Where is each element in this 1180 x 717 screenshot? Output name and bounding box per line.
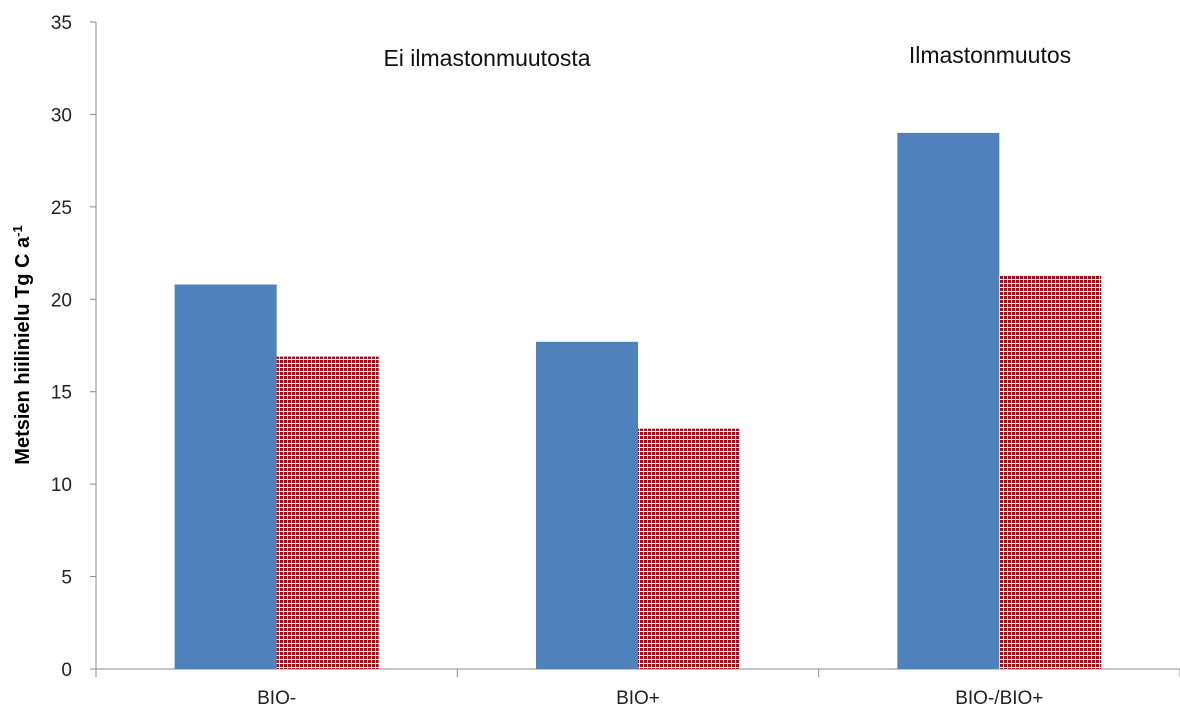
y-axis-label: Metsien hiilinielu Tg C a-1 [10, 225, 34, 464]
y-tick-label: 30 [51, 105, 72, 126]
bar [638, 428, 740, 669]
bars [174, 132, 1102, 669]
bar [174, 284, 277, 669]
y-tick-labels: 0 5 10 15 20 25 30 35 [51, 13, 72, 681]
annotations: Ei ilmastonmuutosta Ilmastonmuutos [383, 42, 1071, 71]
y-axis-label-superscript: -1 [10, 225, 25, 237]
y-tick-label: 25 [51, 198, 72, 219]
x-category-labels: BIO- BIO+ BIO-/BIO+ [257, 688, 1043, 709]
y-tick-label: 15 [51, 383, 72, 404]
bar [536, 341, 638, 669]
x-category-label: BIO-/BIO+ [955, 688, 1043, 709]
y-tick-label: 10 [51, 475, 72, 496]
y-tick-label: 0 [61, 660, 72, 681]
bar [897, 132, 1000, 669]
bar [276, 356, 379, 669]
y-axis-label-main: Metsien hiilinielu Tg C a [12, 236, 34, 465]
bar [999, 275, 1102, 669]
annotation-label: Ilmastonmuutos [909, 42, 1071, 68]
y-tick-label: 5 [61, 568, 72, 589]
x-category-label: BIO+ [616, 688, 660, 709]
y-tick-label: 35 [51, 13, 72, 34]
annotation-label: Ei ilmastonmuutosta [383, 45, 590, 71]
x-category-label: BIO- [257, 688, 296, 709]
y-tick-label: 20 [51, 290, 72, 311]
